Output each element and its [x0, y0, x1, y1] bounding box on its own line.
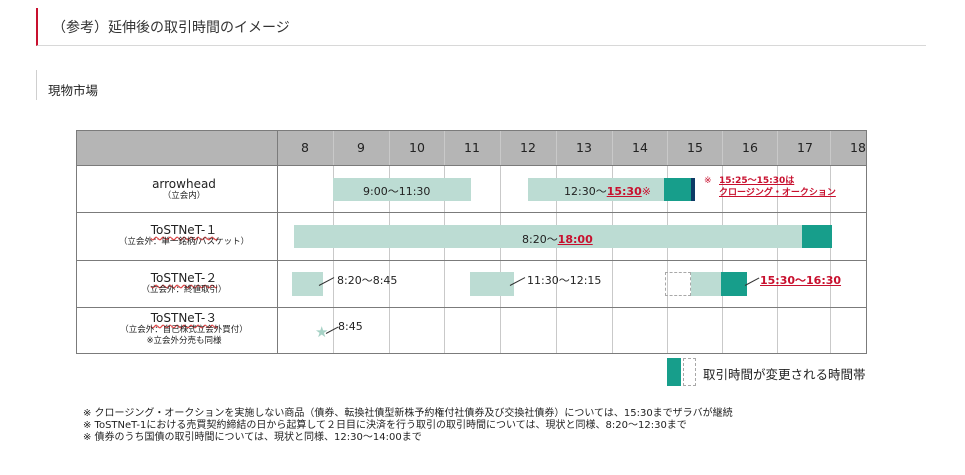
tostnet2-morning-bar — [292, 272, 323, 296]
tostnet1-prefix: 8:20～ — [522, 233, 558, 246]
hour-header-14: 14 — [632, 140, 648, 155]
legend-label: 取引時間が変更される時間帯 — [703, 367, 866, 382]
closing-auction-note-line2: クロージング・オークション — [719, 188, 836, 198]
hour-header-10: 10 — [409, 140, 425, 155]
arrowhead-closing-auction-bar — [691, 178, 695, 201]
closing-auction-note-line1: 15:25～15:30は — [719, 176, 795, 186]
tostnet2-morning-label: 8:20～8:45 — [337, 274, 398, 287]
afternoon-new-close: 15:30 — [606, 185, 642, 198]
footnote: ※ ToSTNeT-1における売買契約締結の日から起算して２日目に決済を行う取引… — [83, 420, 687, 431]
row-name: ToSTNeT-１ — [150, 223, 218, 237]
row-name: ToSTNeT-３ — [150, 311, 218, 325]
tostnet3-label: 8:45 — [338, 320, 363, 333]
star-icon: ★ — [315, 323, 329, 341]
arrowhead-afternoon-label: 12:30～15:30※ — [564, 183, 651, 199]
legend-teal-swatch — [667, 358, 681, 386]
footnote: ※ 債券のうち国債の取引時間については、現状と同様、12:30～14:00まで — [83, 432, 422, 443]
grid-line — [76, 212, 867, 213]
afternoon-prefix: 12:30～ — [564, 185, 607, 198]
tostnet2-midday-bar — [470, 272, 514, 296]
hour-header-15: 15 — [687, 140, 703, 155]
row-sub-note: ※立会外分売も同様 — [146, 336, 222, 346]
grid-line — [76, 260, 867, 261]
tostnet1-extended-bar — [802, 225, 832, 248]
grid-line — [76, 307, 867, 308]
row-name: arrowhead — [152, 177, 216, 191]
row-label-tostnet-3: ToSTNeT-３ （立会外：自己株式立会外買付） ※立会外分売も同様 — [76, 311, 292, 347]
hour-header-17: 17 — [797, 140, 813, 155]
arrowhead-morning-bar — [333, 178, 471, 201]
tostnet2-current-bar — [691, 272, 721, 296]
footnote: ※ クロージング・オークションを実施しない商品（債券、転換社債型新株予約権付社債… — [83, 408, 733, 419]
grid-line — [866, 130, 867, 354]
grid-line — [277, 130, 278, 354]
arrowhead-afternoon-bar — [528, 178, 664, 201]
arrowhead-morning-label: 9:00～11:30 — [363, 185, 431, 198]
hour-header-9: 9 — [357, 140, 365, 155]
footnotes: ※ クロージング・オークションを実施しない商品（債券、転換社債型新株予約権付社債… — [83, 408, 733, 444]
row-sub: （立会外：自己株式立会外買付） — [120, 325, 248, 335]
hour-header-16: 16 — [742, 140, 758, 155]
hour-header-13: 13 — [576, 140, 592, 155]
trading-hours-table: 8 9 10 11 12 13 14 15 16 17 18 arrowhead… — [76, 130, 867, 354]
grid-line — [76, 165, 867, 166]
hour-header-12: 12 — [520, 140, 536, 155]
tostnet2-previous-slot — [665, 272, 691, 296]
sub-title: 現物市場 — [36, 70, 98, 100]
row-sub: （立会内） — [162, 191, 206, 201]
hour-header-11: 11 — [464, 140, 480, 155]
row-name: ToSTNeT-２ — [150, 271, 218, 285]
tostnet2-extended-bar — [721, 272, 747, 296]
row-sub: （立会外：単一銘柄/バスケット） — [118, 237, 250, 247]
row-label-tostnet-1: ToSTNeT-１ （立会外：単一銘柄/バスケット） — [76, 223, 292, 248]
sub-title-text: 現物市場 — [48, 83, 99, 98]
grid-line — [76, 130, 77, 354]
row-label-tostnet-2: ToSTNeT-２ （立会外：終値取引） — [76, 271, 292, 296]
tostnet1-new-close: 18:00 — [557, 233, 593, 246]
row-label-arrowhead: arrowhead （立会内） — [76, 177, 292, 202]
table-header — [76, 130, 867, 165]
legend-dashed-swatch — [683, 358, 696, 386]
grid-line — [76, 130, 867, 131]
row-sub: （立会外：終値取引） — [141, 285, 227, 295]
hour-header-18: 18 — [850, 140, 866, 155]
arrowhead-extended-bar — [664, 178, 691, 201]
tostnet2-midday-label: 11:30～12:15 — [527, 274, 602, 287]
tostnet1-label: 8:20～18:00 — [522, 231, 593, 247]
section-title: （参考）延伸後の取引時間のイメージ — [36, 8, 926, 46]
grid-line — [76, 353, 867, 354]
afternoon-note-mark: ※ — [641, 185, 651, 198]
tostnet2-new-label: 15:30～16:30 — [760, 274, 842, 287]
closing-auction-note-mark: ※ — [704, 176, 712, 186]
hour-header-8: 8 — [301, 140, 309, 155]
section-title-text: （参考）延伸後の取引時間のイメージ — [52, 20, 290, 36]
tostnet1-bar — [294, 225, 802, 248]
